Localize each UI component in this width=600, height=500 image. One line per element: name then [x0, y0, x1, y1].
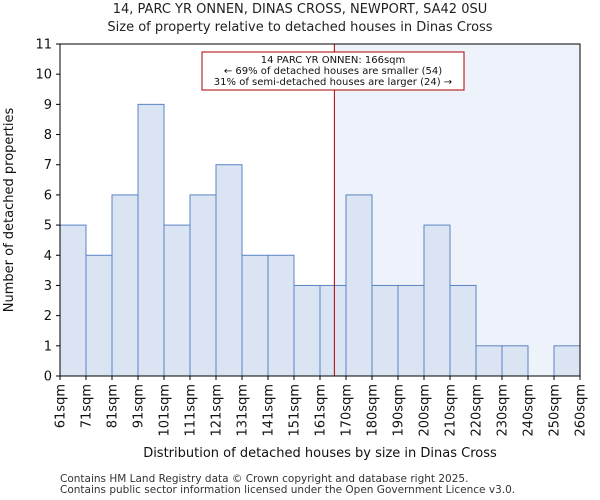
histogram-bar	[345, 194, 373, 377]
histogram-bar	[189, 194, 217, 377]
annotation-line-1: 14 PARC YR ONNEN: 166sqm	[261, 55, 406, 66]
x-tick-label: 131sqm	[236, 384, 251, 437]
x-tick-label: 61sqm	[54, 384, 69, 428]
x-tick-label: 250sqm	[548, 384, 563, 437]
histogram-bar	[371, 284, 399, 377]
histogram-bar	[319, 284, 347, 377]
x-tick-label: 121sqm	[210, 384, 225, 437]
y-tick-label: 9	[44, 98, 52, 113]
histogram-bar	[215, 164, 243, 377]
y-tick-label: 0	[44, 370, 52, 385]
x-tick-label: 111sqm	[184, 384, 199, 437]
y-tick-label: 2	[44, 309, 52, 324]
x-tick-label: 210sqm	[444, 384, 459, 437]
x-tick-label: 141sqm	[262, 384, 277, 437]
y-tick-label: 10	[35, 68, 52, 83]
histogram-bar	[397, 284, 425, 377]
y-tick-label: 6	[44, 188, 52, 203]
footer-line-1: Contains HM Land Registry data © Crown c…	[60, 473, 469, 485]
histogram-bar	[59, 224, 87, 377]
y-axis-label: Number of detached properties	[2, 108, 17, 313]
y-tick-label: 4	[44, 249, 52, 264]
histogram-bar	[111, 194, 139, 377]
y-tick-label: 11	[35, 38, 52, 53]
histogram-bar	[449, 284, 477, 377]
x-tick-label: 220sqm	[470, 384, 485, 437]
y-tick-label: 3	[44, 279, 52, 294]
histogram-bar	[293, 284, 321, 377]
histogram-bar	[475, 345, 503, 377]
annotation-line-2: ← 69% of detached houses are smaller (54…	[224, 66, 442, 77]
histogram-bar	[163, 224, 191, 377]
annotation-line-3: 31% of semi-detached houses are larger (…	[214, 77, 452, 88]
x-tick-label: 230sqm	[496, 384, 511, 437]
footer-line-2: Contains public sector information licen…	[60, 484, 516, 496]
y-tick-label: 1	[44, 339, 52, 354]
y-tick-label: 7	[44, 158, 52, 173]
x-tick-label: 260sqm	[574, 384, 589, 437]
x-tick-label: 81sqm	[106, 384, 121, 428]
histogram-bar	[137, 103, 165, 377]
chart-title: 14, PARC YR ONNEN, DINAS CROSS, NEWPORT,…	[112, 2, 488, 17]
x-tick-label: 101sqm	[158, 384, 173, 437]
x-tick-label: 200sqm	[418, 384, 433, 437]
y-tick-label: 8	[44, 128, 52, 143]
histogram-bar	[241, 254, 269, 377]
y-tick-label: 5	[44, 219, 52, 234]
x-axis-label: Distribution of detached houses by size …	[143, 446, 497, 461]
chart-subtitle: Size of property relative to detached ho…	[107, 20, 493, 35]
x-tick-label: 91sqm	[132, 384, 147, 428]
x-tick-label: 151sqm	[288, 384, 303, 437]
x-tick-label: 240sqm	[522, 384, 537, 437]
histogram-bar	[501, 345, 529, 377]
x-tick-label: 170sqm	[340, 384, 355, 437]
histogram-bar	[553, 345, 581, 377]
histogram-bar	[267, 254, 295, 377]
histogram-bar	[423, 224, 451, 377]
histogram-bar	[85, 254, 113, 377]
annotation-box	[201, 51, 465, 91]
x-tick-label: 190sqm	[392, 384, 407, 437]
x-tick-label: 161sqm	[314, 384, 329, 437]
x-tick-label: 71sqm	[80, 384, 95, 428]
x-tick-label: 180sqm	[366, 384, 381, 437]
